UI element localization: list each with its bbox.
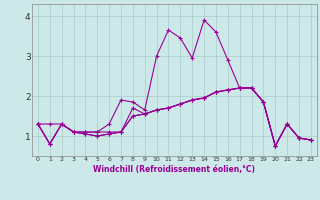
X-axis label: Windchill (Refroidissement éolien,°C): Windchill (Refroidissement éolien,°C) [93,165,255,174]
